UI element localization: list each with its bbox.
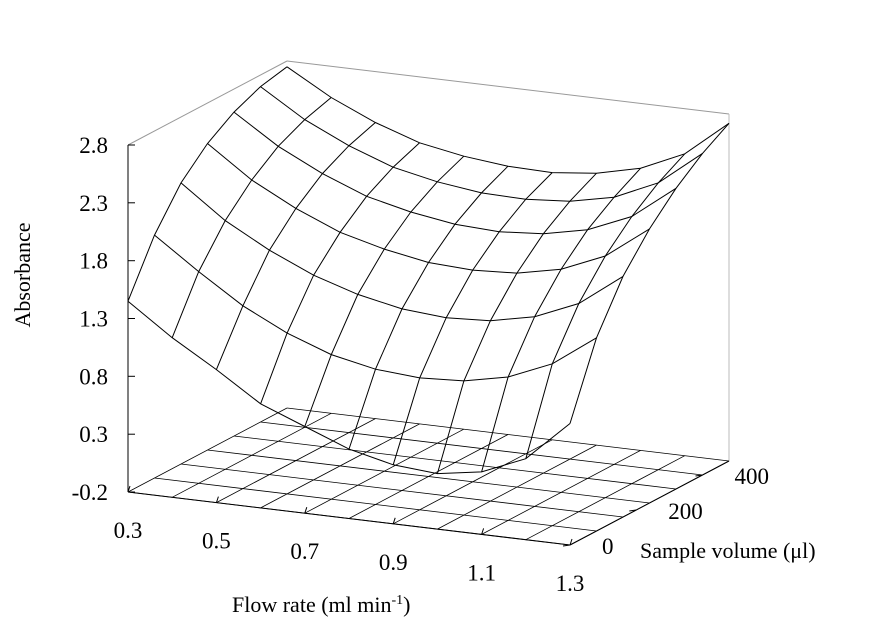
surface-line-flow-0.6: [260, 142, 420, 404]
surface-line-flow-0.3: [127, 66, 288, 302]
surface-line-flow-0.7: [304, 155, 465, 427]
x-tick-mark: [304, 507, 308, 514]
floor-grid-line-y-1: [154, 477, 597, 532]
surface-line-flow-0.9: [392, 172, 553, 465]
z-tick-label: 1.3: [79, 307, 108, 332]
floor-grid-line-y-2: [180, 463, 624, 518]
surface-mesh: [127, 66, 730, 475]
z-tick-label: -0.2: [72, 480, 108, 505]
y-tick-mark: [695, 474, 703, 477]
surface-line-flow-0.4: [171, 97, 332, 338]
y-tick-mark: [562, 544, 571, 547]
floor-grid-line-y-3: [207, 449, 650, 504]
x-tick-label: 1.3: [556, 571, 585, 596]
base-grid: [127, 407, 730, 546]
surface-line-volume-480: [286, 66, 730, 174]
x-tick-label: 1.1: [467, 560, 496, 585]
y-axis-title: Sample volume (μl): [640, 538, 816, 563]
surface-line-flow-0.5: [215, 122, 376, 370]
floor-grid-line-y-0: [127, 491, 571, 546]
x-tick-mark: [392, 517, 396, 524]
surface-line-flow-1: [436, 172, 597, 474]
y-tick-label: 400: [735, 464, 770, 489]
box-frame: [127, 60, 730, 546]
x-axis-title-suffix: ): [403, 592, 410, 617]
surface-line-flow-1.2: [525, 153, 686, 459]
x-axis-title-sup: -1: [391, 593, 403, 608]
x-tick-label: 0.5: [202, 529, 231, 554]
x-tick-mark: [215, 496, 219, 503]
box-top-back-edge: [286, 60, 730, 115]
y-tick-label: 0: [602, 534, 614, 559]
surface-line-volume-320: [233, 111, 677, 235]
z-tick-label: 2.8: [79, 133, 108, 158]
surface-line-flow-1.1: [481, 167, 641, 473]
surface-line-volume-240: [207, 143, 650, 274]
surface-line-volume-400: [260, 86, 703, 202]
x-axis-title: Flow rate (ml min-1): [232, 592, 410, 617]
z-tick-label: 0.8: [79, 364, 108, 389]
x-tick-mark: [127, 485, 131, 493]
surface-line-flow-1.3: [569, 122, 730, 424]
x-tick-label: 0.7: [290, 539, 319, 564]
surface-line-flow-0.8: [348, 165, 509, 450]
floor-grid-line-y-4: [233, 435, 677, 490]
x-axis-title-main: Flow rate (ml min: [232, 592, 391, 617]
x-tick-mark: [481, 528, 485, 535]
y-tick-label: 200: [668, 499, 703, 524]
floor-grid-line-y-5: [260, 421, 703, 476]
z-tick-label: 1.8: [79, 249, 108, 274]
box-top-left-edge: [127, 60, 288, 146]
z-tick-label: 2.3: [79, 191, 108, 216]
x-tick-label: 0.3: [114, 518, 143, 543]
x-tick-label: 0.9: [379, 550, 408, 575]
floor-grid-line-y-6: [286, 407, 730, 462]
z-tick-label: 0.3: [79, 422, 108, 447]
x-tick-mark: [569, 538, 573, 546]
y-tick-mark: [629, 509, 637, 512]
surface-line-volume-160: [180, 182, 624, 322]
tick-labels: -0.20.30.81.31.82.32.80.3 0.5 0.7 0.9 1.1 1.3…: [72, 133, 769, 596]
z-axis-title: Absorbance: [10, 222, 35, 327]
